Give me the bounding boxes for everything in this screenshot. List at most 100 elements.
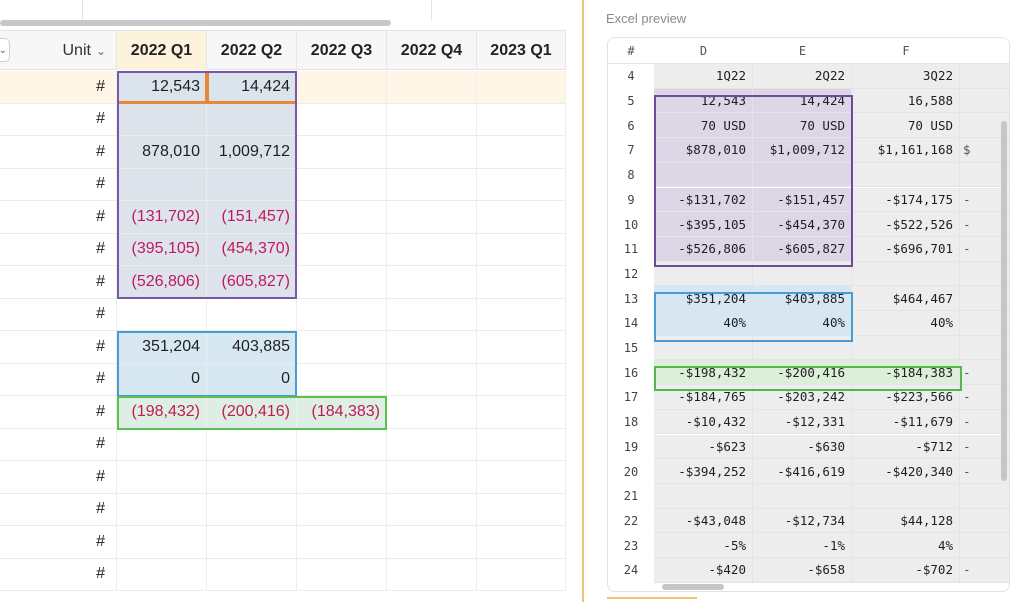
filter-dropdown[interactable]: ⌄ [0,38,10,62]
value-cell-q2[interactable] [207,461,297,493]
value-cell-q4[interactable] [387,136,477,168]
value-cell-q5[interactable] [477,201,566,233]
vertical-scrollbar[interactable] [1001,121,1007,481]
value-cell-q3[interactable] [297,103,387,135]
col-header-e[interactable]: E [798,44,807,58]
value-cell-q4[interactable] [387,558,477,590]
unit-cell[interactable]: # [0,428,117,460]
value-cell-q1[interactable] [117,461,207,493]
col-header-d[interactable]: D [699,44,708,58]
unit-cell[interactable]: # [0,201,117,233]
value-cell-q4[interactable] [387,428,477,460]
value-cell-q3[interactable]: (184,383) [297,396,387,428]
value-cell-q4[interactable] [387,526,477,558]
value-cell-q2[interactable] [207,526,297,558]
value-cell-q3[interactable] [297,201,387,233]
value-cell-q1[interactable] [117,298,207,330]
value-cell-q3[interactable] [297,461,387,493]
unit-cell[interactable]: # [0,363,117,395]
value-cell-q2[interactable]: (454,370) [207,233,297,265]
unit-cell[interactable]: # [0,558,117,590]
value-cell-q2[interactable]: (605,827) [207,266,297,298]
unit-cell[interactable]: # [0,298,117,330]
value-cell-q3[interactable] [297,298,387,330]
value-cell-q4[interactable] [387,71,477,103]
value-cell-q3[interactable] [297,526,387,558]
value-cell-q5[interactable] [477,558,566,590]
value-cell-q1[interactable] [117,103,207,135]
value-cell-q3[interactable] [297,363,387,395]
value-cell-q2[interactable]: 1,009,712 [207,136,297,168]
unit-cell[interactable]: # [0,71,117,103]
value-cell-q5[interactable] [477,363,566,395]
value-cell-q5[interactable] [477,168,566,200]
unit-cell[interactable]: # [0,493,117,525]
value-cell-q1[interactable]: 0 [117,363,207,395]
unit-column-header[interactable]: Unit ⌄ [0,31,117,70]
value-cell-q2[interactable]: 0 [207,363,297,395]
value-cell-q3[interactable] [297,233,387,265]
value-cell-q1[interactable] [117,493,207,525]
value-cell-q2[interactable]: 403,885 [207,331,297,363]
value-cell-q5[interactable] [477,526,566,558]
horizontal-scrollbar[interactable] [662,584,724,590]
value-cell-q5[interactable] [477,266,566,298]
value-cell-q4[interactable] [387,396,477,428]
col-header-2022-q1[interactable]: 2022 Q1 [117,31,207,70]
value-cell-q5[interactable] [477,71,566,103]
value-cell-q1[interactable] [117,558,207,590]
unit-cell[interactable]: # [0,266,117,298]
value-cell-q5[interactable] [477,493,566,525]
value-cell-q5[interactable] [477,298,566,330]
value-cell-q4[interactable] [387,233,477,265]
value-cell-q3[interactable] [297,136,387,168]
col-header-2023-q1[interactable]: 2023 Q1 [477,31,566,70]
value-cell-q4[interactable] [387,363,477,395]
value-cell-q2[interactable] [207,298,297,330]
value-cell-q4[interactable] [387,493,477,525]
value-cell-q2[interactable]: (200,416) [207,396,297,428]
value-cell-q4[interactable] [387,461,477,493]
col-header-2022-q3[interactable]: 2022 Q3 [297,31,387,70]
value-cell-q3[interactable] [297,558,387,590]
value-cell-q1[interactable]: (198,432) [117,396,207,428]
value-cell-q2[interactable] [207,168,297,200]
value-cell-q4[interactable] [387,266,477,298]
value-cell-q2[interactable] [207,428,297,460]
col-header-2022-q4[interactable]: 2022 Q4 [387,31,477,70]
value-cell-q1[interactable]: 12,543 [117,71,207,103]
value-cell-q2[interactable] [207,493,297,525]
value-cell-q2[interactable]: (151,457) [207,201,297,233]
value-cell-q5[interactable] [477,396,566,428]
value-cell-q4[interactable] [387,331,477,363]
value-cell-q4[interactable] [387,103,477,135]
value-cell-q5[interactable] [477,136,566,168]
value-cell-q5[interactable] [477,233,566,265]
value-cell-q3[interactable] [297,493,387,525]
value-cell-q1[interactable]: (131,702) [117,201,207,233]
col-header-f[interactable]: F [902,44,910,58]
unit-cell[interactable]: # [0,461,117,493]
value-cell-q5[interactable] [477,461,566,493]
value-cell-q3[interactable] [297,266,387,298]
unit-cell[interactable]: # [0,396,117,428]
value-cell-q1[interactable]: 351,204 [117,331,207,363]
value-cell-q5[interactable] [477,331,566,363]
value-cell-q4[interactable] [387,201,477,233]
value-cell-q2[interactable] [207,558,297,590]
value-cell-q5[interactable] [477,428,566,460]
horizontal-scrollbar[interactable] [0,20,391,26]
unit-cell[interactable]: # [0,168,117,200]
value-cell-q1[interactable]: (526,806) [117,266,207,298]
value-cell-q1[interactable]: (395,105) [117,233,207,265]
unit-cell[interactable]: # [0,136,117,168]
col-header-2022-q2[interactable]: 2022 Q2 [207,31,297,70]
value-cell-q1[interactable] [117,168,207,200]
value-cell-q5[interactable] [477,103,566,135]
panel-divider[interactable] [566,0,586,602]
value-cell-q4[interactable] [387,298,477,330]
unit-cell[interactable]: # [0,233,117,265]
value-cell-q3[interactable] [297,428,387,460]
unit-cell[interactable]: # [0,526,117,558]
value-cell-q3[interactable] [297,71,387,103]
